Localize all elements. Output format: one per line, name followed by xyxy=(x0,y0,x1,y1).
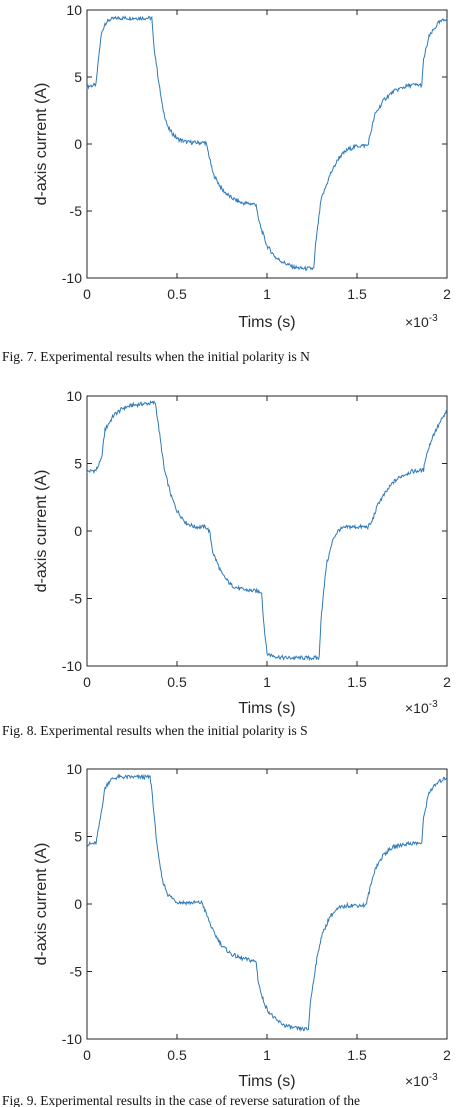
chart-fig8: 0 0.5 1 1.5 2 -10 -5 0 5 10 d-axis current (A) Ti… xyxy=(2,388,451,738)
figure-caption: Fig. 7. Experimental results when the in… xyxy=(2,349,310,364)
x-tick-label: 2 xyxy=(443,286,451,302)
y-tick-label: 0 xyxy=(74,523,82,539)
plot-frame xyxy=(86,768,448,1040)
plot-frame xyxy=(86,9,448,279)
x-tick-label: 1 xyxy=(263,674,271,690)
y-tick-label: -10 xyxy=(62,1031,82,1047)
data-line-fig8 xyxy=(86,400,448,662)
y-tick-label: -10 xyxy=(62,270,82,286)
x-tick-label: 2 xyxy=(443,674,451,690)
y-tick-label: 10 xyxy=(66,761,82,777)
x-tick-label: 0.5 xyxy=(167,674,187,690)
y-tick-label: 10 xyxy=(66,388,82,404)
y-tick-label: -5 xyxy=(70,591,83,607)
y-tick-label: 0 xyxy=(74,896,82,912)
data-line-fig9 xyxy=(86,773,448,1032)
chart-fig9: 0 0.5 1 1.5 2 -10 -5 0 5 10 d-axis current (A) Ti… xyxy=(2,761,451,1107)
x-tick-label: 0.5 xyxy=(167,286,187,302)
figure-caption: Fig. 8. Experimental results when the in… xyxy=(2,723,308,738)
y-axis-label: d-axis current (A) xyxy=(33,470,50,593)
x-tick-label: 1.5 xyxy=(347,1047,367,1063)
data-line-fig7 xyxy=(86,15,448,271)
y-tick-label: 5 xyxy=(74,829,82,845)
x-axis-exponent: ×10-3 xyxy=(405,313,438,330)
x-tick-label: 0 xyxy=(83,674,91,690)
y-tick-label: 0 xyxy=(74,136,82,152)
x-axis-label: Tims (s) xyxy=(238,1073,295,1090)
x-tick-label: 1.5 xyxy=(347,286,367,302)
figure-caption: Fig. 9. Experimental results in the case… xyxy=(2,1093,360,1107)
y-axis-label: d-axis current (A) xyxy=(33,843,50,966)
x-tick-label: 0 xyxy=(83,1047,91,1063)
x-axis-label: Tims (s) xyxy=(238,314,295,331)
y-tick-label: -5 xyxy=(70,203,83,219)
y-tick-label: -10 xyxy=(62,658,82,674)
x-tick-label: 0.5 xyxy=(167,1047,187,1063)
x-axis-label: Tims (s) xyxy=(238,700,295,717)
y-tick-label: 10 xyxy=(66,2,82,18)
y-tick-label: -5 xyxy=(70,964,83,980)
x-tick-label: 2 xyxy=(443,1047,451,1063)
chart-fig7: 0 0.5 1 1.5 2 -10 -5 0 5 10 d-axis current (A) Ti… xyxy=(2,2,451,364)
plot-frame xyxy=(86,395,448,667)
y-tick-label: 5 xyxy=(74,456,82,472)
y-axis-label: d-axis current (A) xyxy=(33,83,50,206)
x-tick-label: 1 xyxy=(263,1047,271,1063)
y-tick-label: 5 xyxy=(74,69,82,85)
x-tick-label: 1.5 xyxy=(347,674,367,690)
x-axis-exponent: ×10-3 xyxy=(405,1072,438,1089)
x-tick-label: 1 xyxy=(263,286,271,302)
x-axis-exponent: ×10-3 xyxy=(405,699,438,716)
x-tick-label: 0 xyxy=(83,286,91,302)
